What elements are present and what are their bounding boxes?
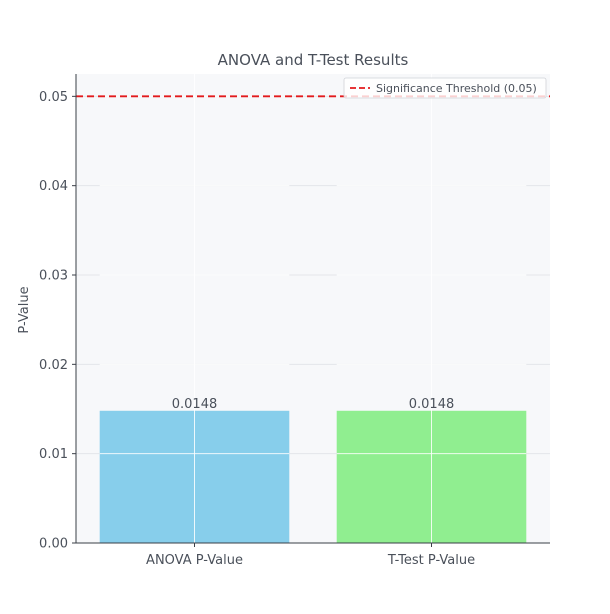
x-tick-label: T-Test P-Value	[387, 553, 475, 568]
plot-area: 0.0148 0.0148 0.00 0.01 0.02 0.03 0.04 0.05 ANOV…	[39, 74, 550, 568]
legend-label: Significance Threshold (0.05)	[376, 82, 537, 95]
bar-value-label: 0.0148	[409, 397, 455, 412]
y-tick-label: 0.05	[39, 90, 68, 105]
bar-value-label: 0.0148	[172, 397, 218, 412]
y-tick-label: 0.04	[39, 179, 68, 194]
y-axis-label: P-Value	[17, 286, 32, 333]
y-tick-label: 0.00	[39, 537, 68, 552]
y-tick-label: 0.03	[39, 269, 68, 284]
x-tick-label: ANOVA P-Value	[146, 553, 243, 568]
chart-title: ANOVA and T-Test Results	[218, 51, 409, 69]
y-tick-label: 0.01	[39, 447, 68, 462]
legend-box	[343, 77, 547, 99]
y-tick-label: 0.02	[39, 358, 68, 373]
